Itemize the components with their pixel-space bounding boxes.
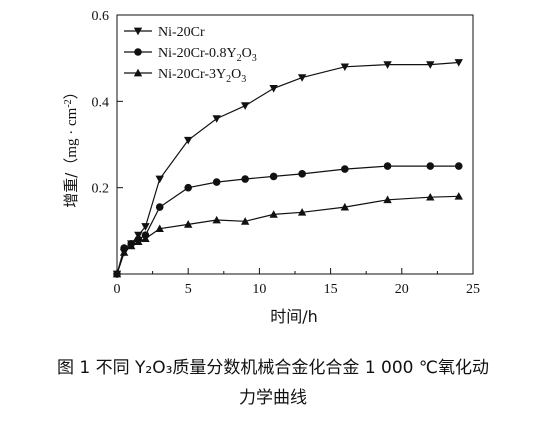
series-1 — [113, 162, 463, 278]
data-point-triangle-down — [383, 61, 392, 69]
legend-entry-1: Ni-20Cr-0.8Y2O3 — [124, 46, 257, 64]
data-point-circle — [298, 170, 306, 178]
y-axis-label-prefix: 增重/（ — [62, 158, 80, 208]
data-point-triangle-up — [119, 248, 129, 256]
data-point-triangle-up — [297, 208, 307, 216]
data-point-circle — [383, 162, 392, 170]
legend-label-subscript: 3 — [252, 53, 257, 64]
data-point-circle — [134, 48, 142, 56]
x-tick-label: 0 — [114, 282, 121, 297]
y-tick-label: 0.2 — [92, 182, 110, 197]
data-point-triangle-down — [133, 27, 143, 36]
data-point-triangle-down — [269, 85, 278, 93]
legend-entry-2: Ni-20Cr-3Y2O3 — [124, 67, 246, 85]
figure-caption-line-2: 力学曲线 — [239, 388, 307, 408]
x-tick-label: 10 — [252, 282, 266, 297]
x-axis-label: 时间/h — [270, 307, 318, 326]
data-point-triangle-down — [340, 63, 350, 71]
data-point-triangle-up — [141, 234, 150, 242]
data-point-triangle-up — [240, 217, 250, 225]
legend-label-main: Ni-20Cr-0.8Y — [158, 46, 237, 61]
data-point-triangle-up — [134, 237, 143, 245]
data-point-triangle-down — [454, 59, 463, 67]
x-tick-label: 25 — [466, 282, 480, 297]
data-point-triangle-up — [212, 215, 221, 224]
legend-label-subscript: 3 — [241, 74, 246, 85]
chart-series — [112, 59, 463, 279]
data-point-triangle-up — [155, 224, 164, 233]
data-point-triangle-up — [426, 192, 435, 201]
data-point-circle — [426, 162, 435, 170]
data-point-triangle-down — [141, 223, 150, 231]
data-point-triangle-up — [269, 210, 278, 218]
legend-label-main: Ni-20Cr — [158, 25, 205, 40]
y-axis-label: 增重/（mg · cm-2） — [62, 84, 80, 207]
data-point-triangle-down — [240, 102, 250, 110]
legend-label: Ni-20Cr-3Y2O3 — [158, 67, 246, 85]
data-point-circle — [241, 175, 249, 183]
y-axis-label-suffix: ） — [62, 84, 80, 99]
y-tick-label: 0.4 — [92, 95, 110, 110]
series-line — [116, 165, 459, 275]
legend-label: Ni-20Cr-0.8Y2O3 — [158, 46, 257, 64]
data-point-circle — [184, 183, 192, 192]
chart-ticks: 0 5 10 15 20 25 0.2 0.4 0.6 — [92, 9, 481, 297]
y-axis-label-unit: mg · cm — [64, 107, 80, 157]
series-0 — [112, 59, 463, 279]
data-point-triangle-up — [454, 192, 463, 200]
legend-label-mid: O — [231, 67, 241, 82]
data-point-triangle-down — [134, 231, 143, 240]
x-tick-label: 20 — [395, 282, 409, 297]
data-point-triangle-up — [133, 68, 143, 77]
data-point-triangle-down — [212, 115, 221, 123]
data-point-triangle-down — [426, 61, 435, 69]
legend-label-subscript: 2 — [237, 53, 242, 64]
data-point-triangle-up — [127, 241, 136, 250]
x-tick-label: 5 — [185, 282, 192, 297]
legend-label-main: Ni-20Cr-3Y — [158, 67, 226, 82]
y-axis-label-superscript: -2 — [63, 99, 74, 107]
data-point-triangle-up — [112, 269, 122, 278]
data-point-triangle-up — [340, 202, 350, 211]
y-tick-label: 0.6 — [92, 9, 110, 24]
data-point-circle — [341, 165, 349, 173]
series-2 — [112, 192, 463, 278]
figure-caption-line-1: 图 1 不同 Y₂O₃质量分数机械合金化合金 1 000 ℃氧化动 — [57, 358, 489, 378]
legend-label: Ni-20Cr — [158, 25, 205, 40]
data-point-triangle-down — [184, 136, 193, 145]
data-point-triangle-up — [184, 220, 193, 228]
data-point-triangle-down — [297, 74, 307, 82]
legend-label-subscript: 2 — [226, 74, 231, 85]
data-point-triangle-up — [383, 195, 392, 204]
data-point-circle — [454, 162, 463, 170]
legend-label-mid: O — [242, 46, 252, 61]
data-point-circle — [269, 172, 278, 181]
legend-entry-0: Ni-20Cr — [124, 25, 205, 40]
data-point-circle — [212, 178, 221, 186]
series-line — [116, 61, 459, 275]
data-point-circle — [155, 203, 164, 211]
data-point-triangle-down — [155, 175, 164, 184]
x-tick-label: 15 — [324, 282, 338, 297]
series-line — [116, 195, 459, 275]
